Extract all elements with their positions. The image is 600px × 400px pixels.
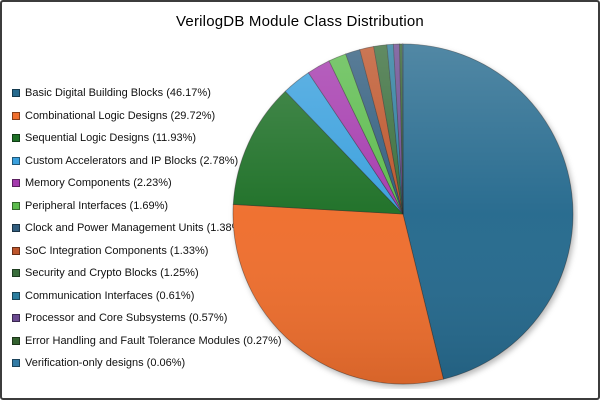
chart-title: VerilogDB Module Class Distribution: [176, 13, 424, 30]
pie-chart: [232, 43, 574, 385]
legend-label: Clock and Power Management Units (1.38%): [25, 222, 246, 235]
legend-item: Memory Components (2.23%): [12, 172, 282, 195]
legend-item: Security and Crypto Blocks (1.25%): [12, 262, 282, 285]
legend-item: Combinational Logic Designs (29.72%): [12, 105, 282, 128]
legend-swatch: [12, 291, 20, 300]
legend-item: Processor and Core Subsystems (0.57%): [12, 307, 282, 330]
legend-swatch: [12, 336, 20, 345]
legend-swatch: [12, 201, 20, 210]
legend-swatch: [12, 111, 20, 120]
legend-label: Security and Crypto Blocks (1.25%): [25, 267, 199, 280]
legend-swatch: [12, 359, 20, 368]
legend-label: Sequential Logic Designs (11.93%): [25, 132, 197, 145]
legend-label: SoC Integration Components (1.33%): [25, 244, 209, 257]
legend-swatch: [12, 134, 20, 143]
pie-slices-group: [232, 43, 574, 385]
legend-label: Memory Components (2.23%): [25, 177, 172, 190]
legend-item: Clock and Power Management Units (1.38%): [12, 217, 282, 240]
legend-swatch: [12, 156, 20, 165]
legend-item: Error Handling and Fault Tolerance Modul…: [12, 330, 282, 353]
legend-label: Combinational Logic Designs (29.72%): [25, 109, 216, 122]
legend-label: Peripheral Interfaces (1.69%): [25, 199, 169, 212]
legend-swatch: [12, 179, 20, 188]
legend-swatch: [12, 269, 20, 278]
legend-item: Peripheral Interfaces (1.69%): [12, 195, 282, 218]
legend-swatch: [12, 89, 20, 98]
legend-label: Processor and Core Subsystems (0.57%): [25, 312, 228, 325]
legend-swatch: [12, 246, 20, 255]
legend-item: Communication Interfaces (0.61%): [12, 285, 282, 308]
legend-item: Verification-only designs (0.06%): [12, 352, 282, 375]
legend-swatch: [12, 314, 20, 323]
legend-swatch: [12, 224, 20, 233]
legend-label: Custom Accelerators and IP Blocks (2.78%…: [25, 154, 239, 167]
legend-label: Verification-only designs (0.06%): [25, 357, 186, 370]
legend-label: Error Handling and Fault Tolerance Modul…: [25, 334, 282, 347]
legend: Basic Digital Building Blocks (46.17%) Co…: [12, 82, 282, 375]
legend-item: SoC Integration Components (1.33%): [12, 240, 282, 263]
legend-item: Basic Digital Building Blocks (46.17%): [12, 82, 282, 105]
legend-item: Sequential Logic Designs (11.93%): [12, 127, 282, 150]
legend-label: Communication Interfaces (0.61%): [25, 289, 195, 302]
legend-label: Basic Digital Building Blocks (46.17%): [25, 87, 211, 100]
pie-gloss-overlay: [233, 44, 573, 384]
legend-item: Custom Accelerators and IP Blocks (2.78%…: [12, 150, 282, 173]
